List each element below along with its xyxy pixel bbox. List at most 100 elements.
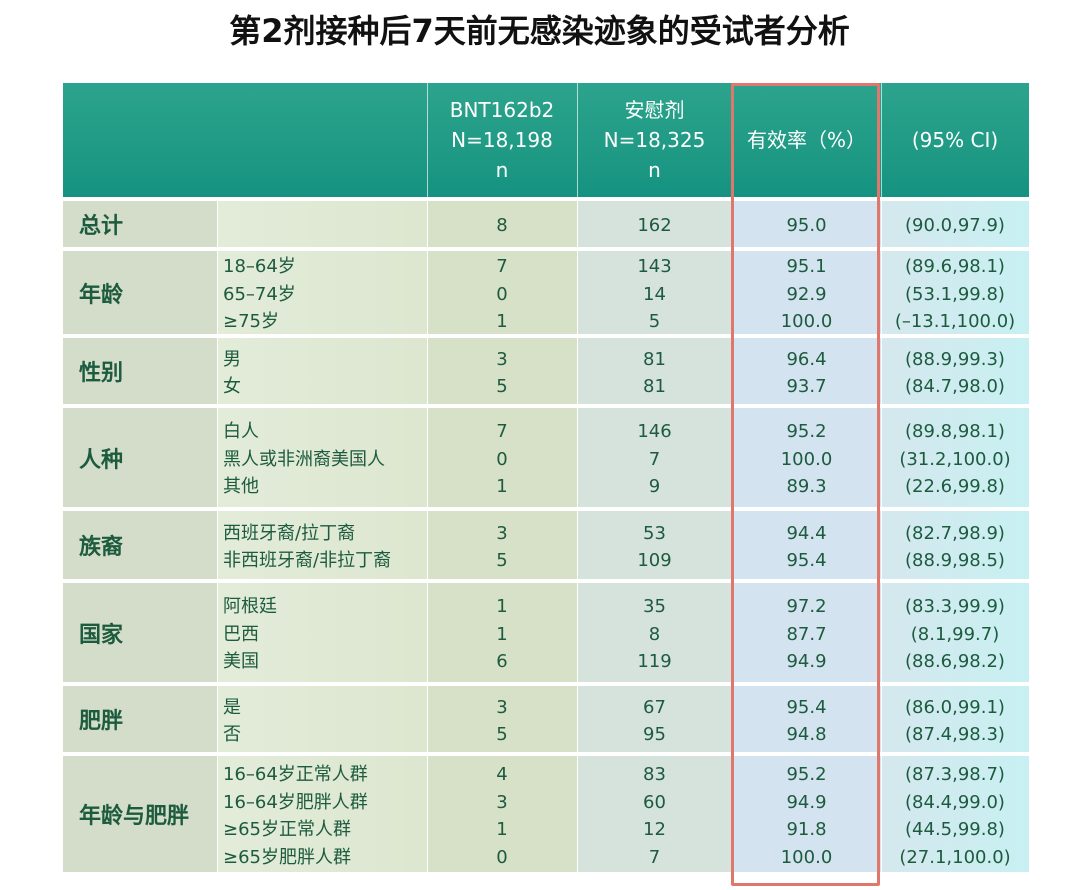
vaccine-cases-cell: 0 xyxy=(496,846,508,868)
ci-cell: (82.7,98.9) xyxy=(905,522,1005,544)
column-divider xyxy=(217,686,218,752)
ci-cell: (44.5,99.8) xyxy=(905,819,1005,840)
vaccine-cases-cell: 1 xyxy=(496,476,508,498)
efficacy-cell: 100.0 xyxy=(780,311,833,333)
column-divider xyxy=(217,583,218,682)
placebo-cases-cell: 109 xyxy=(637,550,672,571)
group-rows: 白人 7 146 95.2 (89.8,98.1) 黑人或非洲裔美国人 0 7 100.0 (31… xyxy=(63,408,1029,501)
placebo-cases-cell: 95 xyxy=(643,724,666,745)
cell-background xyxy=(732,583,881,682)
cell-background xyxy=(881,408,1029,507)
header-efficacy-label: 有效率（%） xyxy=(746,128,866,152)
vaccine-cases-cell: 1 xyxy=(496,623,508,645)
subgroup-cell: 65–74岁 xyxy=(223,283,296,305)
table-row: 16–64岁肥胖人群 3 60 94.9 (84.4,99.0) xyxy=(63,789,1029,817)
group-label: 总计 xyxy=(79,214,124,239)
efficacy-cell: 100.0 xyxy=(780,448,833,470)
header-ci: (95% CI) xyxy=(881,83,1029,197)
placebo-cases-cell: 9 xyxy=(648,476,661,498)
placebo-cases-cell: 67 xyxy=(643,696,666,718)
column-divider xyxy=(577,583,578,682)
cell-background xyxy=(63,201,217,247)
group-rows: 男 3 81 96.4 (88.9,99.3) 女 5 81 93.7 (84.7,98.0) xyxy=(63,338,1029,401)
column-divider xyxy=(881,338,882,404)
subgroup-cell: 美国 xyxy=(223,651,259,673)
subgroup-cell: 白人 xyxy=(223,421,259,443)
table-row: 美国 6 119 94.9 (88.6,98.2) xyxy=(63,648,1029,676)
cell-background xyxy=(881,756,1029,872)
column-divider xyxy=(217,408,218,507)
cell-background xyxy=(881,686,1029,752)
header-ci-label: (95% CI) xyxy=(911,128,999,152)
cell-background xyxy=(577,201,732,247)
header-vaccine-n: N=18,198 xyxy=(451,128,553,152)
efficacy-cell: 95.2 xyxy=(786,421,827,443)
vaccine-cases-cell: 4 xyxy=(496,764,508,785)
efficacy-cell: 89.3 xyxy=(786,476,827,498)
cell-background xyxy=(577,583,732,682)
column-divider xyxy=(881,756,882,872)
efficacy-cell: 94.9 xyxy=(786,791,827,813)
header-efficacy: 有效率（%） xyxy=(732,83,881,197)
ci-cell: (87.4,98.3) xyxy=(905,724,1005,745)
placebo-cases-cell: 119 xyxy=(637,651,672,673)
placebo-cases-cell: 162 xyxy=(637,215,672,237)
subgroup-cell: ≥65岁正常人群 xyxy=(223,819,351,840)
cell-background xyxy=(881,511,1029,579)
efficacy-cell: 93.7 xyxy=(786,376,827,397)
cell-background xyxy=(577,408,732,507)
header-placebo-name: 安慰剂 xyxy=(624,98,685,122)
ci-cell: (90.0,97.9) xyxy=(905,215,1005,237)
placebo-cases-cell: 12 xyxy=(643,819,666,840)
efficacy-cell: 91.8 xyxy=(786,819,827,840)
table-row: 65–74岁 0 14 92.9 (53.1,99.8) xyxy=(63,281,1029,309)
table-row: 否 5 95 94.8 (87.4,98.3) xyxy=(63,721,1029,749)
table-row: 8 162 95.0 (90.0,97.9) xyxy=(63,212,1029,240)
header-placebo-count: n xyxy=(648,158,661,182)
cell-background xyxy=(217,583,427,682)
column-divider xyxy=(577,201,578,247)
cell-background xyxy=(63,583,217,682)
column-divider xyxy=(427,686,428,752)
group-label: 族裔 xyxy=(79,535,124,560)
cell-background xyxy=(63,338,217,404)
table-row: 男 3 81 96.4 (88.9,99.3) xyxy=(63,346,1029,374)
cell-background xyxy=(63,756,217,872)
cell-background xyxy=(427,583,577,682)
column-divider xyxy=(881,686,882,752)
cell-background xyxy=(63,511,217,579)
column-divider xyxy=(577,338,578,404)
vaccine-cases-cell: 6 xyxy=(496,651,508,673)
table-row: ≥65岁肥胖人群 0 7 100.0 (27.1,100.0) xyxy=(63,844,1029,872)
ci-cell: (53.1,99.8) xyxy=(905,283,1005,305)
efficacy-cell: 94.4 xyxy=(786,522,827,544)
cell-background xyxy=(63,686,217,752)
subgroup-cell: ≥75岁 xyxy=(223,311,279,333)
cell-background xyxy=(217,511,427,579)
subgroup-cell: 男 xyxy=(223,348,241,370)
efficacy-cell: 95.4 xyxy=(786,550,827,571)
cell-background xyxy=(427,251,577,334)
column-divider xyxy=(217,756,218,872)
table-row: 西班牙裔/拉丁裔 3 53 94.4 (82.7,98.9) xyxy=(63,520,1029,548)
cell-background xyxy=(427,756,577,872)
cell-background xyxy=(732,408,881,507)
cell-background xyxy=(217,408,427,507)
placebo-cases-cell: 146 xyxy=(637,421,672,443)
table-row: 白人 7 146 95.2 (89.8,98.1) xyxy=(63,418,1029,446)
subgroup-cell: 巴西 xyxy=(223,623,259,645)
subgroup-cell: 女 xyxy=(223,376,241,397)
table-group: 年龄 18–64岁 7 143 95.1 (89.6,98.1) 65–74岁 0 14 92.9… xyxy=(63,247,1029,334)
ci-cell: (8.1,99.7) xyxy=(910,623,1000,645)
cell-background xyxy=(881,251,1029,334)
table-row: 阿根廷 1 35 97.2 (83.3,99.9) xyxy=(63,593,1029,621)
subgroup-cell: 16–64岁正常人群 xyxy=(223,764,368,785)
table-row: 巴西 1 8 87.7 (8.1,99.7) xyxy=(63,621,1029,649)
subgroup-cell: ≥65岁肥胖人群 xyxy=(223,846,351,868)
group-rows: 是 3 67 95.4 (86.0,99.1) 否 5 95 94.8 (87.4,98.3) xyxy=(63,686,1029,749)
cell-background xyxy=(217,338,427,404)
group-label: 人种 xyxy=(79,447,124,473)
table-group: 肥胖 是 3 67 95.4 (86.0,99.1) 否 5 95 94.8 (87.4,98.3) xyxy=(63,682,1029,752)
vaccine-cases-cell: 5 xyxy=(496,724,508,745)
cell-background xyxy=(732,338,881,404)
